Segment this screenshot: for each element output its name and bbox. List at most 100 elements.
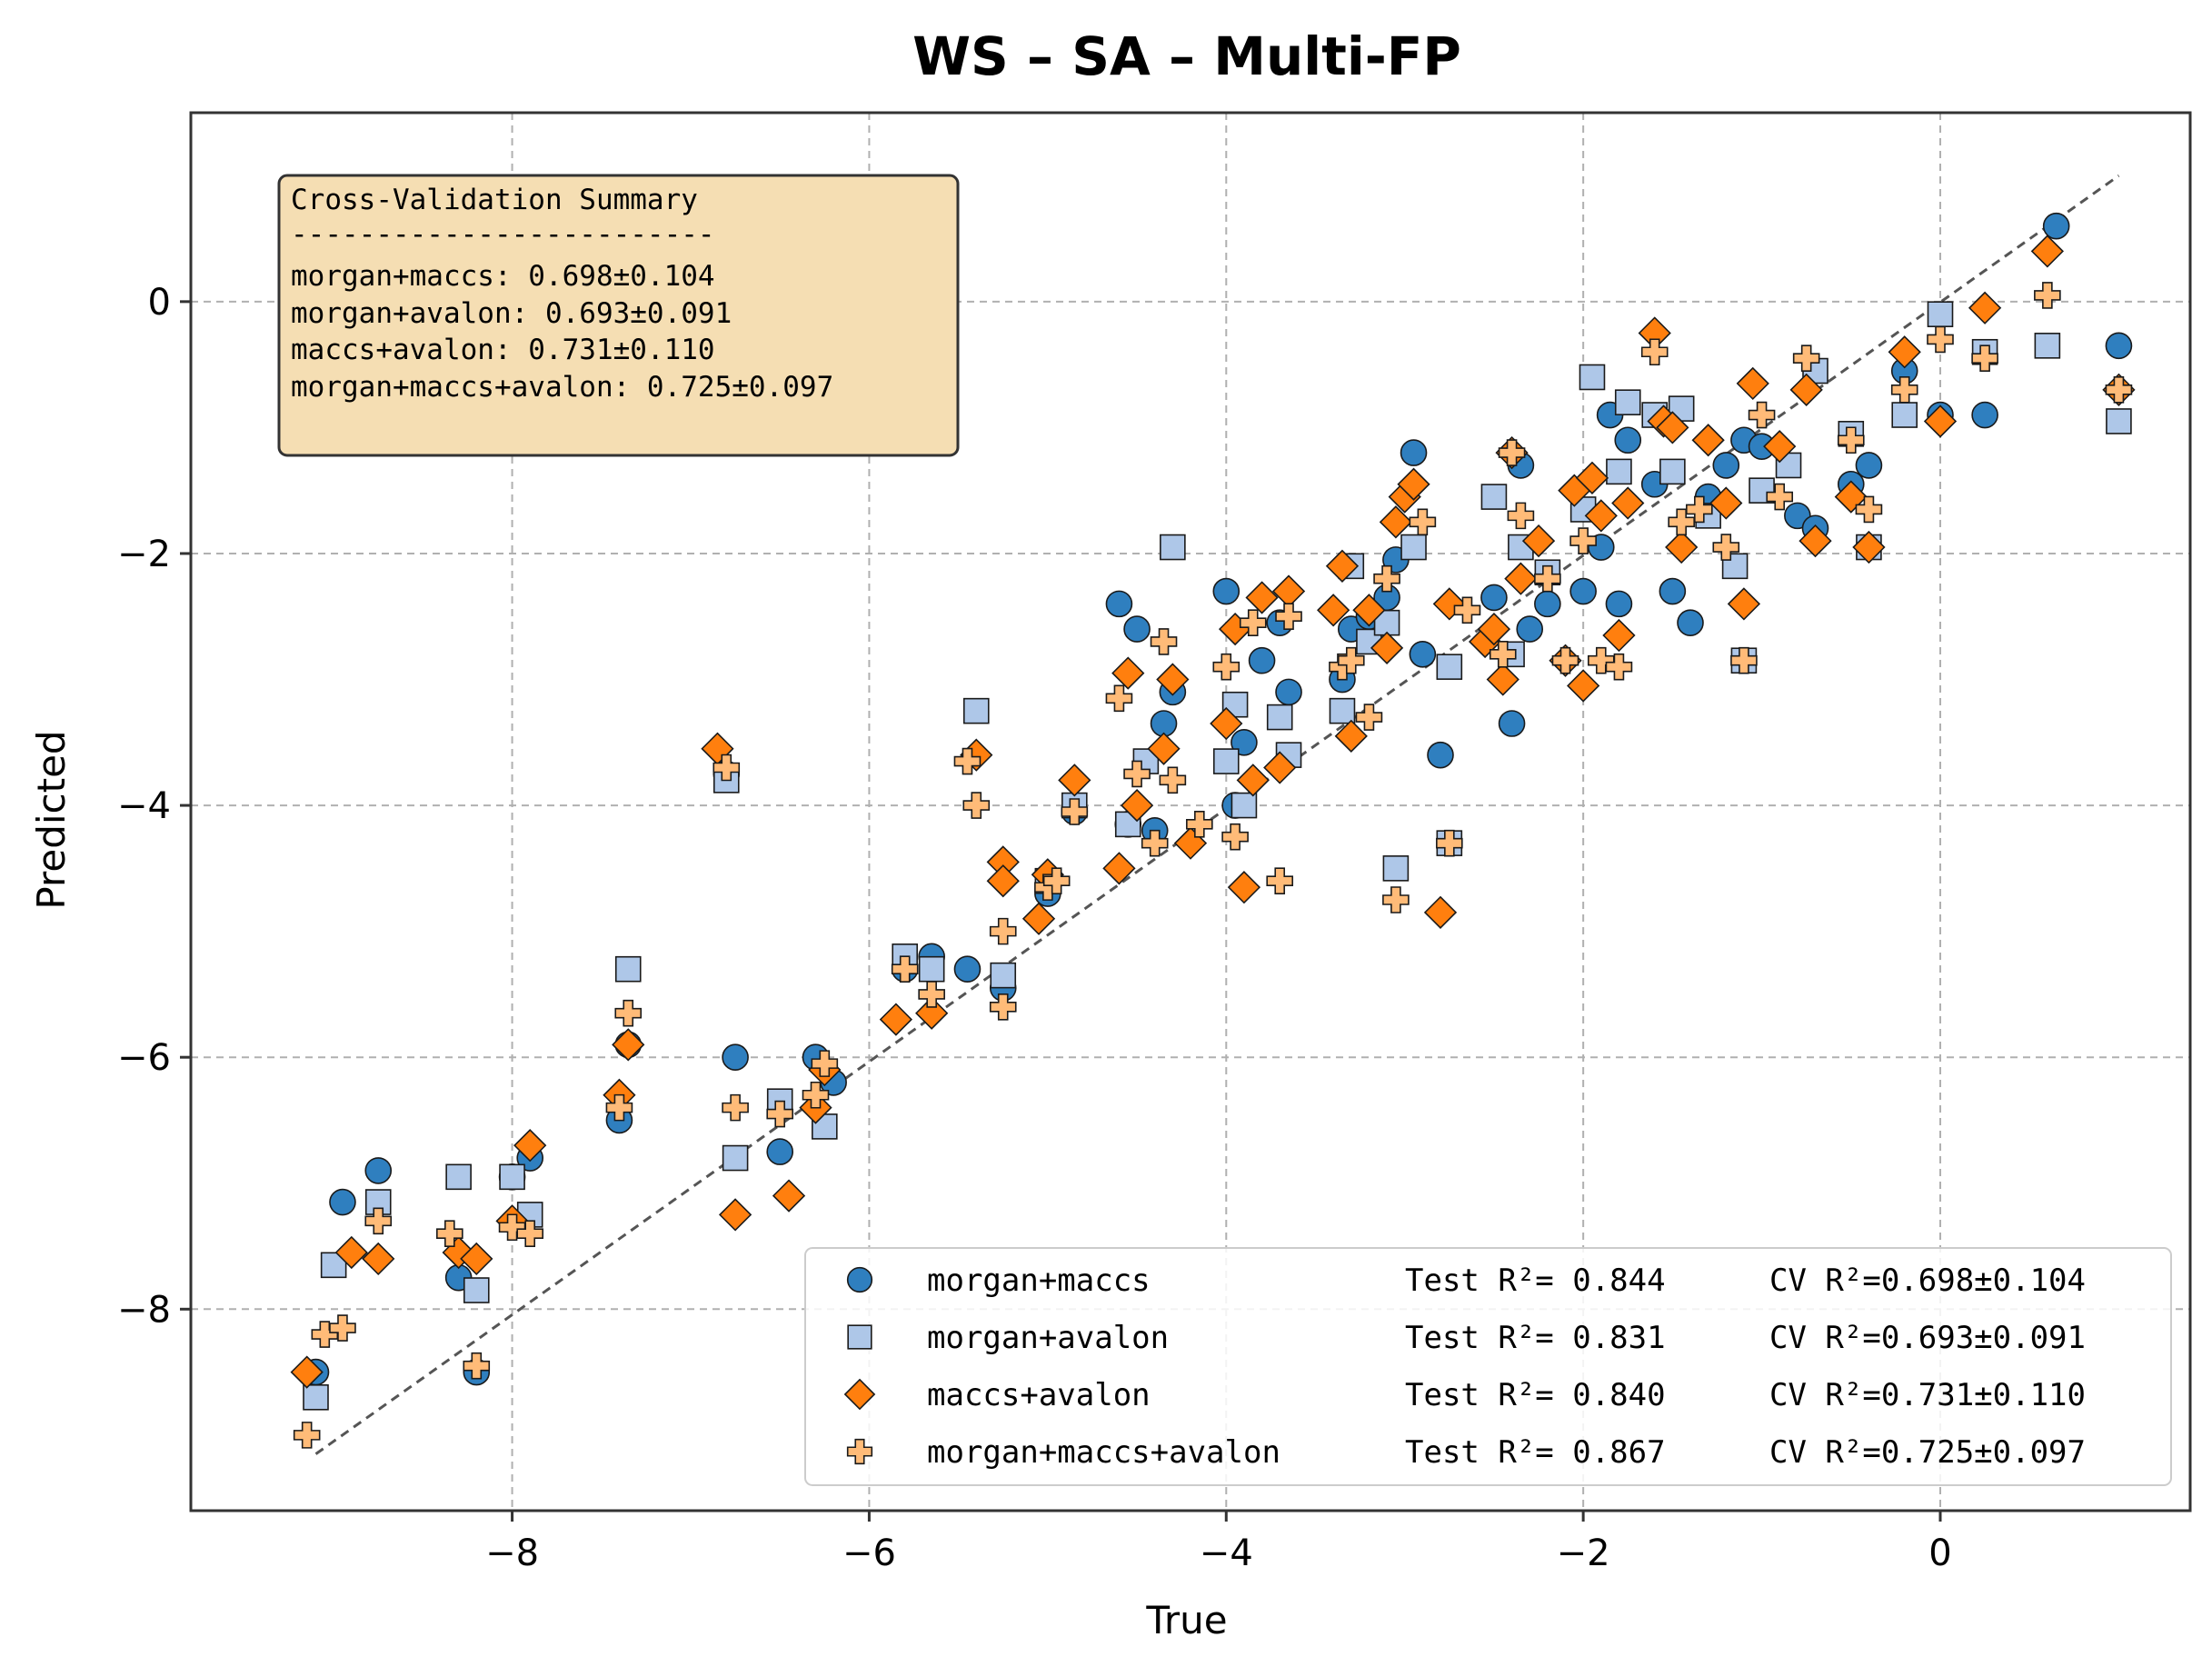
y-tick-label: −4 bbox=[117, 785, 171, 827]
data-point bbox=[1370, 631, 1404, 665]
legend-cv-r2: CV R²=0.725±0.097 bbox=[1769, 1434, 2086, 1471]
data-point bbox=[1159, 766, 1187, 794]
data-point bbox=[1400, 534, 1427, 561]
data-point bbox=[953, 747, 981, 775]
data-point bbox=[1325, 549, 1360, 583]
data-point bbox=[1516, 615, 1544, 643]
y-axis-label: Predicted bbox=[29, 730, 74, 909]
data-point bbox=[1792, 344, 1820, 372]
data-point bbox=[879, 1003, 913, 1036]
data-point bbox=[612, 1028, 645, 1062]
data-point bbox=[290, 1355, 324, 1389]
legend-background bbox=[804, 1247, 2172, 1486]
data-point bbox=[1798, 524, 1832, 558]
data-point bbox=[1120, 788, 1154, 823]
data-point bbox=[1373, 564, 1400, 593]
data-point bbox=[712, 754, 741, 782]
data-point bbox=[1111, 656, 1145, 690]
data-point bbox=[362, 1242, 395, 1276]
data-point bbox=[1266, 867, 1294, 895]
legend-test-r2: Test R²= 0.831 bbox=[1405, 1320, 1666, 1356]
cv-summary-line: morgan+maccs+avalon: 0.725±0.097 bbox=[291, 371, 833, 404]
data-point bbox=[605, 1093, 633, 1122]
data-point bbox=[1602, 618, 1636, 653]
data-point bbox=[1789, 373, 1823, 406]
data-point bbox=[1275, 678, 1302, 706]
data-point bbox=[1575, 461, 1609, 494]
data-point bbox=[811, 1050, 839, 1077]
data-point bbox=[1489, 641, 1517, 668]
cv-summary-line: morgan+avalon: 0.693±0.091 bbox=[291, 297, 732, 330]
legend-series-name: morgan+maccs+avalon bbox=[927, 1434, 1280, 1471]
legend-test-r2: Test R²= 0.844 bbox=[1405, 1263, 1666, 1299]
data-point bbox=[1567, 669, 1600, 703]
data-point bbox=[1317, 594, 1350, 627]
data-point bbox=[1227, 871, 1261, 904]
data-point bbox=[1656, 411, 1689, 444]
data-point bbox=[1102, 852, 1136, 885]
legend-cv-r2: CV R²=0.698±0.104 bbox=[1769, 1263, 2086, 1299]
data-point bbox=[1890, 376, 1918, 404]
data-point bbox=[1409, 508, 1437, 536]
data-point bbox=[1614, 389, 1641, 415]
data-point bbox=[766, 1138, 794, 1165]
data-point bbox=[1355, 704, 1383, 731]
data-point bbox=[722, 1093, 749, 1122]
data-point bbox=[1397, 467, 1430, 501]
data-point bbox=[1855, 495, 1883, 524]
data-point bbox=[1123, 615, 1151, 643]
data-point bbox=[1605, 590, 1633, 618]
data-point bbox=[1712, 534, 1740, 561]
data-point bbox=[1498, 710, 1526, 737]
data-point bbox=[1659, 577, 1687, 605]
data-point bbox=[1923, 404, 1958, 438]
data-points bbox=[290, 212, 2136, 1449]
y-tick-label: −6 bbox=[117, 1037, 171, 1079]
cv-summary-title: Cross-Validation Summary bbox=[291, 184, 698, 216]
legend-cv-r2: CV R²=0.693±0.091 bbox=[1769, 1320, 2086, 1356]
y-tick-label: −2 bbox=[117, 534, 171, 575]
data-point bbox=[766, 1100, 794, 1128]
data-point bbox=[1453, 596, 1481, 624]
data-point bbox=[722, 1144, 749, 1172]
data-point bbox=[1486, 663, 1520, 696]
data-point bbox=[1409, 641, 1437, 668]
data-point bbox=[1584, 499, 1618, 533]
data-point bbox=[918, 955, 945, 983]
data-point bbox=[1614, 426, 1642, 454]
data-point bbox=[1736, 366, 1769, 401]
data-point bbox=[1927, 325, 1954, 354]
data-point bbox=[1712, 452, 1740, 479]
data-point bbox=[2034, 333, 2061, 359]
data-point bbox=[2105, 376, 2133, 404]
cv-summary-line: morgan+maccs: 0.698±0.104 bbox=[291, 260, 715, 293]
data-point bbox=[1379, 505, 1413, 539]
data-point bbox=[1766, 483, 1794, 511]
data-point bbox=[1212, 577, 1241, 605]
x-tick-label: −8 bbox=[485, 1532, 539, 1574]
legend-marker bbox=[843, 1378, 876, 1411]
data-point bbox=[1275, 603, 1302, 631]
data-point bbox=[498, 1213, 526, 1242]
data-point bbox=[329, 1314, 356, 1342]
data-point bbox=[1477, 612, 1511, 646]
x-axis-label: True bbox=[1145, 1598, 1227, 1642]
data-point bbox=[1888, 335, 1921, 369]
data-point bbox=[1058, 764, 1091, 797]
x-tick-label: −2 bbox=[1557, 1532, 1610, 1574]
x-tick-label: −4 bbox=[1200, 1532, 1253, 1574]
data-point bbox=[718, 1198, 752, 1232]
data-point bbox=[1352, 594, 1386, 627]
data-point bbox=[1329, 697, 1356, 724]
axis-ticks: −8 −6 −4 −2 0 −8 −6 −4 −2 0 bbox=[117, 282, 1952, 1574]
data-point bbox=[986, 864, 1020, 898]
data-point bbox=[2030, 235, 2064, 268]
data-point bbox=[614, 955, 642, 983]
data-point bbox=[1855, 452, 1883, 479]
data-point bbox=[614, 999, 643, 1027]
data-point bbox=[918, 981, 945, 1008]
data-point bbox=[1239, 609, 1267, 636]
legend-test-r2: Test R²= 0.840 bbox=[1405, 1377, 1666, 1413]
data-point bbox=[1423, 895, 1458, 929]
